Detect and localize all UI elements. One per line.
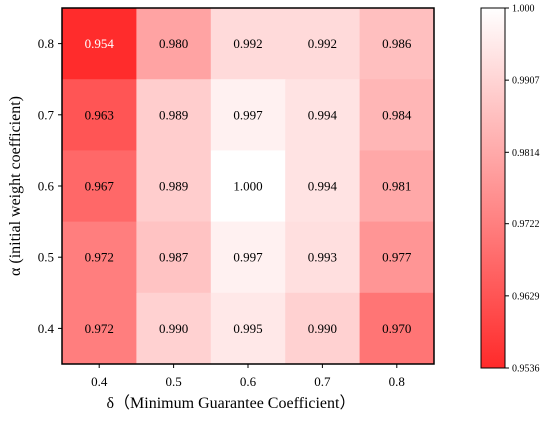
y-tick-label: 0.7 bbox=[38, 107, 55, 122]
colorbar: 1.000 0.9907 0.9814 0.9722 0.9629 0.9536 bbox=[480, 4, 540, 375]
colorbar-tick-label: 0.9629 bbox=[512, 291, 540, 302]
colorbar-tick-label: 0.9722 bbox=[512, 219, 540, 230]
heatmap-cell bbox=[136, 8, 212, 80]
y-tick-label: 0.8 bbox=[38, 36, 54, 51]
y-axis-label: α (initial weight coefficient) bbox=[7, 96, 24, 276]
cell-value-label: 0.990 bbox=[159, 321, 188, 336]
heatmap-cell bbox=[62, 292, 137, 365]
cell-value-label: 0.997 bbox=[233, 250, 263, 265]
heatmap-cell bbox=[359, 79, 435, 151]
heatmap-cell bbox=[210, 79, 286, 151]
x-axis-ticks: 0.4 0.5 0.6 0.7 0.8 bbox=[91, 364, 405, 389]
heatmap-cell bbox=[136, 292, 212, 365]
x-tick-label: 0.7 bbox=[314, 374, 331, 389]
cell-value-label: 0.994 bbox=[308, 179, 338, 194]
cell-value-label: 0.984 bbox=[382, 107, 412, 122]
cell-value-label: 0.993 bbox=[308, 250, 337, 265]
y-axis-ticks: 0.8 0.7 0.6 0.5 0.4 bbox=[38, 36, 62, 336]
colorbar-tick-label: 0.9536 bbox=[512, 364, 540, 375]
cell-value-label: 0.977 bbox=[382, 250, 412, 265]
cell-value-label: 0.980 bbox=[159, 36, 188, 51]
cell-value-label: 0.990 bbox=[308, 321, 337, 336]
x-tick-label: 0.6 bbox=[240, 374, 257, 389]
cell-value-label: 0.981 bbox=[382, 179, 411, 194]
cell-value-label: 1.000 bbox=[233, 179, 262, 194]
heatmap-cell bbox=[210, 8, 286, 80]
cell-value-label: 0.992 bbox=[308, 36, 337, 51]
heatmap-cells bbox=[62, 8, 435, 365]
x-axis-label: δ（Minimum Guarantee Coefficient） bbox=[107, 394, 356, 412]
heatmap-cell bbox=[136, 79, 212, 151]
x-tick-label: 0.4 bbox=[91, 374, 108, 389]
y-tick-label: 0.4 bbox=[38, 321, 55, 336]
cell-value-label: 0.954 bbox=[85, 36, 115, 51]
colorbar-tick-label: 0.9907 bbox=[512, 76, 540, 87]
heatmap-cell bbox=[62, 150, 137, 223]
heatmap-cell bbox=[62, 8, 137, 80]
heatmap-cell bbox=[285, 150, 361, 223]
heatmap-cell bbox=[136, 221, 212, 294]
cell-value-label: 0.989 bbox=[159, 179, 188, 194]
heatmap-cell bbox=[136, 150, 212, 223]
cell-value-label: 0.994 bbox=[308, 107, 338, 122]
cell-value-label: 0.997 bbox=[233, 107, 263, 122]
heatmap-cell bbox=[359, 221, 435, 294]
heatmap-cell bbox=[285, 221, 361, 294]
heatmap-cell bbox=[62, 79, 137, 151]
cell-value-label: 0.987 bbox=[159, 250, 189, 265]
colorbar-gradient bbox=[480, 7, 506, 369]
cell-value-label: 0.967 bbox=[85, 179, 115, 194]
y-tick-label: 0.5 bbox=[38, 250, 54, 265]
heatmap-cell-labels: 0.954 0.980 0.992 0.992 0.986 0.963 0.989 0.997… bbox=[85, 36, 412, 336]
x-tick-label: 0.8 bbox=[389, 374, 405, 389]
heatmap-cell bbox=[285, 292, 361, 365]
heatmap-cell bbox=[285, 79, 361, 151]
cell-value-label: 0.986 bbox=[382, 36, 412, 51]
heatmap-cell bbox=[210, 292, 286, 365]
y-tick-label: 0.6 bbox=[38, 179, 55, 194]
heatmap-cell bbox=[285, 8, 361, 80]
cell-value-label: 0.972 bbox=[85, 321, 114, 336]
heatmap-cell bbox=[62, 221, 137, 294]
heatmap-cell bbox=[359, 292, 435, 365]
x-tick-label: 0.5 bbox=[165, 374, 181, 389]
heatmap-cell bbox=[210, 221, 286, 294]
colorbar-tick-label: 0.9814 bbox=[512, 148, 540, 159]
cell-value-label: 0.989 bbox=[159, 107, 188, 122]
cell-value-label: 0.970 bbox=[382, 321, 411, 336]
cell-value-label: 0.972 bbox=[85, 250, 114, 265]
heatmap-cell bbox=[210, 150, 286, 223]
cell-value-label: 0.995 bbox=[233, 321, 262, 336]
colorbar-tick-label: 1.000 bbox=[512, 4, 535, 15]
colorbar-ticks: 1.000 0.9907 0.9814 0.9722 0.9629 0.9536 bbox=[505, 4, 540, 375]
cell-value-label: 0.992 bbox=[233, 36, 262, 51]
heatmap-cell bbox=[359, 150, 435, 223]
heatmap-cell bbox=[359, 8, 435, 80]
cell-value-label: 0.963 bbox=[85, 107, 114, 122]
